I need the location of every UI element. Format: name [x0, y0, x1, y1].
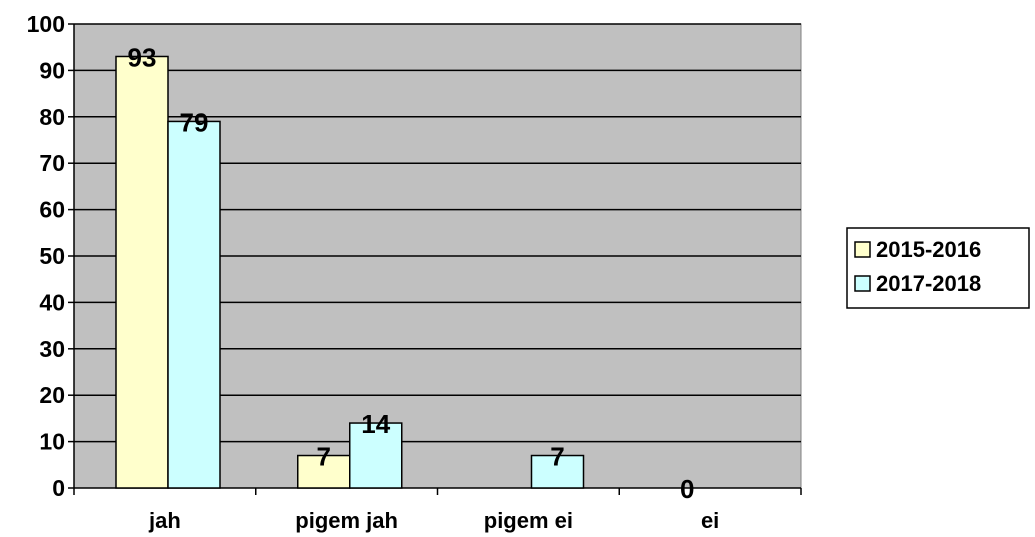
- y-tick-label: 10: [39, 429, 65, 455]
- bar: [297, 454, 351, 489]
- y-tick-label: 80: [39, 104, 65, 130]
- legend: 2015-2016 2017-2018: [846, 227, 1030, 309]
- bar: [167, 120, 221, 489]
- legend-swatch: [854, 241, 871, 258]
- y-tick-label: 0: [52, 475, 65, 501]
- legend-label: 2015-2016: [876, 237, 981, 262]
- data-label: 0: [680, 474, 694, 504]
- data-label: 7: [550, 442, 564, 472]
- y-tick-label: 90: [39, 57, 65, 83]
- x-tick-label: pigem jah: [295, 508, 398, 533]
- legend-box: [846, 227, 1030, 309]
- y-tick-label: 30: [39, 336, 65, 362]
- data-label: 7: [317, 442, 331, 472]
- x-tick-label: ei: [701, 508, 719, 533]
- y-tick-label: 20: [39, 382, 65, 408]
- legend-label: 2017-2018: [876, 271, 981, 296]
- y-tick-label: 40: [39, 289, 65, 315]
- data-label: 79: [180, 107, 209, 137]
- data-labels: 93 7 0 79 14 7: [128, 42, 695, 504]
- x-tick-label: jah: [148, 508, 181, 533]
- y-tick-label: 50: [39, 243, 65, 269]
- y-tick-label: 100: [27, 11, 65, 37]
- y-tick-label: 60: [39, 197, 65, 223]
- bars: [115, 55, 585, 489]
- legend-swatch: [854, 275, 871, 292]
- bar: [115, 55, 169, 489]
- y-tick-label: 70: [39, 150, 65, 176]
- data-label: 93: [128, 42, 157, 72]
- data-label: 14: [361, 409, 390, 439]
- bar: [530, 454, 585, 489]
- bar: [349, 422, 403, 489]
- x-tick-label: pigem ei: [484, 508, 573, 533]
